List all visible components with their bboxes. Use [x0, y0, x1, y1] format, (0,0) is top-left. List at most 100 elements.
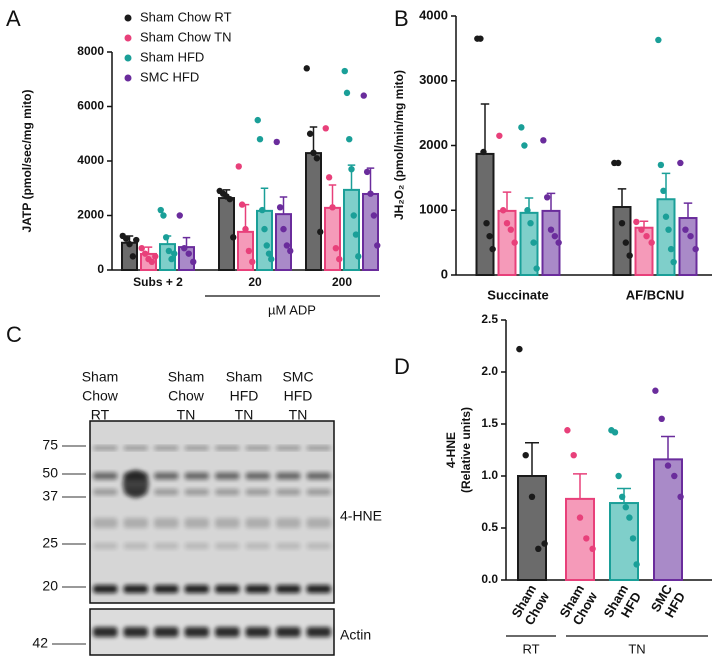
data-point — [350, 212, 357, 219]
data-point — [133, 236, 140, 244]
data-point — [622, 504, 629, 511]
data-point — [265, 250, 273, 257]
blot-band — [184, 518, 209, 528]
x-tick-label: ShamHFD — [601, 582, 645, 628]
blot-band — [123, 627, 148, 637]
bar — [275, 213, 292, 271]
data-point — [518, 124, 525, 131]
blot-band — [154, 585, 179, 593]
lane-label: TN — [289, 407, 308, 423]
data-point — [503, 220, 511, 227]
marker-label: 42 — [32, 635, 48, 651]
data-point — [122, 235, 130, 242]
y-tick-label: 0.5 — [481, 520, 498, 534]
lane-label: Chow — [82, 388, 119, 404]
data-point — [141, 250, 149, 257]
error-bar — [683, 202, 693, 219]
data-point — [355, 253, 362, 260]
y-tick-label: 2.5 — [481, 312, 498, 326]
data-point — [564, 427, 571, 434]
data-point — [157, 206, 164, 214]
data-point — [533, 265, 540, 272]
y-tick-label: 1000 — [419, 202, 448, 217]
blot-band — [184, 627, 209, 637]
data-point — [160, 212, 167, 219]
error-bar — [573, 473, 587, 499]
data-point — [543, 194, 551, 201]
x-group-label: RT — [522, 641, 539, 656]
blot-label: 4-HNE — [340, 508, 382, 524]
blot-band — [154, 518, 179, 528]
blot-band — [184, 489, 209, 495]
data-point — [322, 125, 329, 132]
blot-band — [245, 518, 270, 528]
blot-band — [245, 489, 270, 495]
y-tick-label: 2000 — [419, 137, 448, 152]
data-point — [522, 452, 529, 459]
data-point — [486, 232, 493, 240]
data-point — [165, 247, 173, 255]
data-point — [346, 136, 353, 143]
blot-band — [93, 518, 118, 528]
marker-label: 25 — [42, 535, 58, 551]
marker-label: 20 — [42, 578, 58, 594]
y-tick-label: 3000 — [419, 72, 448, 87]
lane-label: HFD — [284, 388, 313, 404]
blot-band — [245, 585, 270, 593]
data-point — [341, 67, 348, 75]
lane-label: SMC — [282, 369, 313, 385]
x-tick-label: 20 — [248, 275, 262, 289]
error-bar — [260, 187, 269, 211]
error-bar — [309, 126, 318, 154]
data-point — [614, 159, 622, 167]
data-point — [626, 252, 633, 259]
blot-band — [215, 446, 240, 450]
y-tick-label: 4000 — [77, 153, 104, 167]
data-point — [530, 239, 537, 246]
data-point — [576, 514, 584, 521]
data-point — [622, 239, 630, 246]
data-point — [619, 493, 626, 500]
data-point — [652, 387, 659, 394]
blot-band — [123, 446, 148, 450]
blot-main — [89, 420, 335, 604]
blot-band — [215, 518, 240, 528]
blot-band — [215, 585, 240, 593]
bar — [609, 502, 639, 582]
x-tick-label: 200 — [332, 275, 352, 289]
data-point — [655, 36, 662, 44]
lane-label: Sham — [226, 369, 263, 385]
data-point — [306, 130, 314, 137]
y-tick-label: 1.0 — [481, 468, 498, 482]
blot-band — [123, 518, 148, 528]
blot-band — [276, 627, 301, 637]
data-point — [583, 535, 590, 542]
blot-band — [306, 446, 331, 450]
y-axis-label: 4-HNE — [444, 432, 458, 468]
lane-label: Sham — [82, 369, 119, 385]
blot-band — [276, 543, 301, 549]
bar — [517, 475, 547, 581]
data-point — [664, 462, 672, 469]
lane-label: TN — [177, 407, 196, 423]
error-bar — [639, 220, 649, 228]
data-point — [181, 245, 188, 252]
blot-band — [184, 446, 209, 450]
data-point — [480, 148, 487, 156]
error-bar — [366, 167, 375, 194]
data-point — [254, 116, 261, 124]
error-bar — [661, 172, 671, 200]
data-point — [259, 206, 266, 214]
data-point — [483, 220, 490, 227]
data-point — [238, 201, 246, 208]
blot-band — [184, 585, 209, 593]
legend-marker — [124, 74, 132, 82]
blot-band — [245, 627, 270, 637]
data-point — [242, 225, 249, 233]
data-point — [325, 174, 333, 181]
blot-band — [276, 472, 301, 480]
data-point — [615, 472, 622, 480]
data-point — [521, 142, 528, 149]
blot-band — [215, 543, 240, 549]
